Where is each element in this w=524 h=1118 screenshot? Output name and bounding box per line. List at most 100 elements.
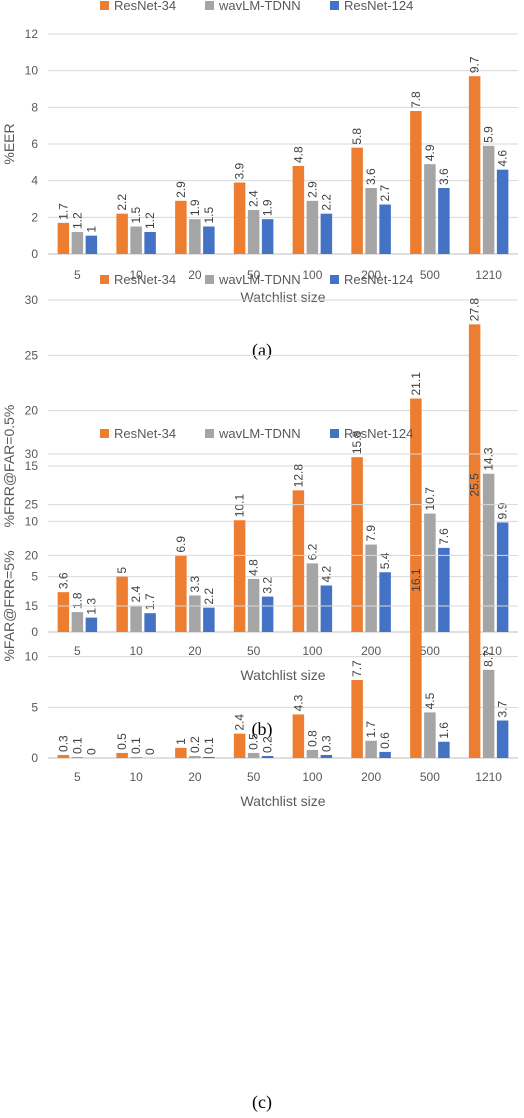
data-label: 3.6 — [437, 168, 451, 185]
bar — [482, 473, 495, 632]
y-tick-label: 25 — [25, 498, 39, 512]
bar — [306, 749, 319, 758]
data-label: 0.6 — [378, 732, 392, 749]
data-label: 5 — [115, 567, 129, 574]
legend-label: ResNet-34 — [114, 272, 176, 287]
bar — [379, 751, 391, 758]
data-label: 1 — [174, 738, 188, 745]
legend-swatch — [100, 275, 109, 284]
y-tick-label: 30 — [25, 293, 39, 307]
bar — [496, 522, 509, 632]
data-label: 1.9 — [188, 199, 202, 216]
data-label: 14.3 — [482, 447, 496, 471]
x-tick-label: 10 — [129, 268, 143, 282]
figure-caption: (c) — [252, 1092, 272, 1113]
data-label: 4.6 — [496, 150, 510, 167]
data-label: 1 — [84, 226, 98, 233]
data-label: 4.8 — [247, 559, 261, 576]
legend-label: wavLM-TDNN — [218, 426, 301, 441]
bar — [203, 607, 215, 632]
bar — [468, 499, 481, 758]
legend-label: ResNet-124 — [344, 426, 413, 441]
data-label: 9.7 — [468, 56, 482, 73]
data-label: 2.4 — [233, 714, 247, 731]
legend-swatch — [330, 429, 339, 438]
legend-label: ResNet-34 — [114, 426, 176, 441]
data-label: 4.5 — [423, 692, 437, 709]
data-label: 1.5 — [129, 206, 143, 223]
data-label: 1.2 — [143, 212, 157, 229]
bar — [438, 547, 450, 632]
bar — [496, 720, 509, 758]
legend-label: wavLM-TDNN — [218, 0, 301, 13]
data-label: 2.9 — [174, 181, 188, 198]
x-tick-label: 50 — [247, 644, 261, 658]
data-label: 1.7 — [143, 593, 157, 610]
bar — [410, 594, 422, 758]
data-label: 5.9 — [482, 126, 496, 143]
legend-label: wavLM-TDNN — [218, 272, 301, 287]
legend-swatch — [330, 275, 339, 284]
x-tick-label: 100 — [302, 770, 322, 784]
bar — [233, 520, 246, 632]
data-label: 2.4 — [129, 585, 143, 602]
bar — [438, 741, 450, 758]
x-tick-label: 50 — [247, 770, 261, 784]
bar — [365, 740, 377, 758]
bar — [247, 752, 260, 758]
bar — [379, 572, 391, 632]
bar — [365, 188, 377, 254]
bar — [57, 592, 70, 632]
bar — [351, 679, 363, 758]
bar — [292, 490, 305, 632]
legend-swatch — [330, 1, 339, 10]
data-label: 3.3 — [188, 575, 202, 592]
y-tick-label: 6 — [31, 137, 38, 151]
data-label: 9.9 — [496, 502, 510, 519]
bar — [189, 595, 201, 632]
data-label: 3.6 — [364, 168, 378, 185]
data-label: 15.8 — [350, 430, 364, 454]
bar — [144, 232, 156, 254]
y-tick-label: 15 — [25, 599, 39, 613]
bar — [365, 544, 377, 632]
y-tick-label: 2 — [31, 210, 38, 224]
data-label: 1.8 — [70, 592, 84, 609]
y-tick-label: 10 — [25, 514, 39, 528]
data-label: 0 — [84, 748, 98, 755]
bar — [410, 111, 422, 254]
data-label: 1.2 — [70, 212, 84, 229]
data-label: 4.3 — [291, 694, 305, 711]
legend-swatch — [100, 1, 109, 10]
x-tick-label: 100 — [302, 644, 322, 658]
data-label: 1.7 — [56, 203, 70, 220]
data-label: 5.8 — [350, 128, 364, 145]
data-label: 16.1 — [409, 568, 423, 592]
data-label: 0.5 — [247, 733, 261, 750]
data-label: 10.1 — [233, 494, 247, 518]
bar — [424, 712, 436, 758]
bar — [468, 324, 481, 632]
data-label: 7.6 — [437, 528, 451, 545]
y-tick-label: 10 — [25, 650, 39, 664]
x-tick-label: 200 — [361, 268, 381, 282]
bar — [130, 605, 142, 632]
bar — [247, 578, 260, 632]
bar — [496, 169, 509, 254]
bar — [189, 755, 201, 758]
data-label: 0 — [143, 748, 157, 755]
y-tick-label: 20 — [25, 404, 39, 418]
bar — [130, 756, 142, 758]
y-tick-label: 4 — [31, 174, 38, 188]
data-label: 0.1 — [129, 737, 143, 754]
x-tick-label: 1210 — [475, 268, 502, 282]
y-tick-label: 30 — [25, 447, 39, 461]
data-label: 0.8 — [305, 730, 319, 747]
bar — [144, 613, 156, 632]
y-axis-label: %FAR@FRR=5% — [1, 550, 17, 661]
y-tick-label: 12 — [25, 27, 39, 41]
data-label: 25.5 — [468, 473, 482, 497]
data-label: 12.8 — [291, 464, 305, 488]
